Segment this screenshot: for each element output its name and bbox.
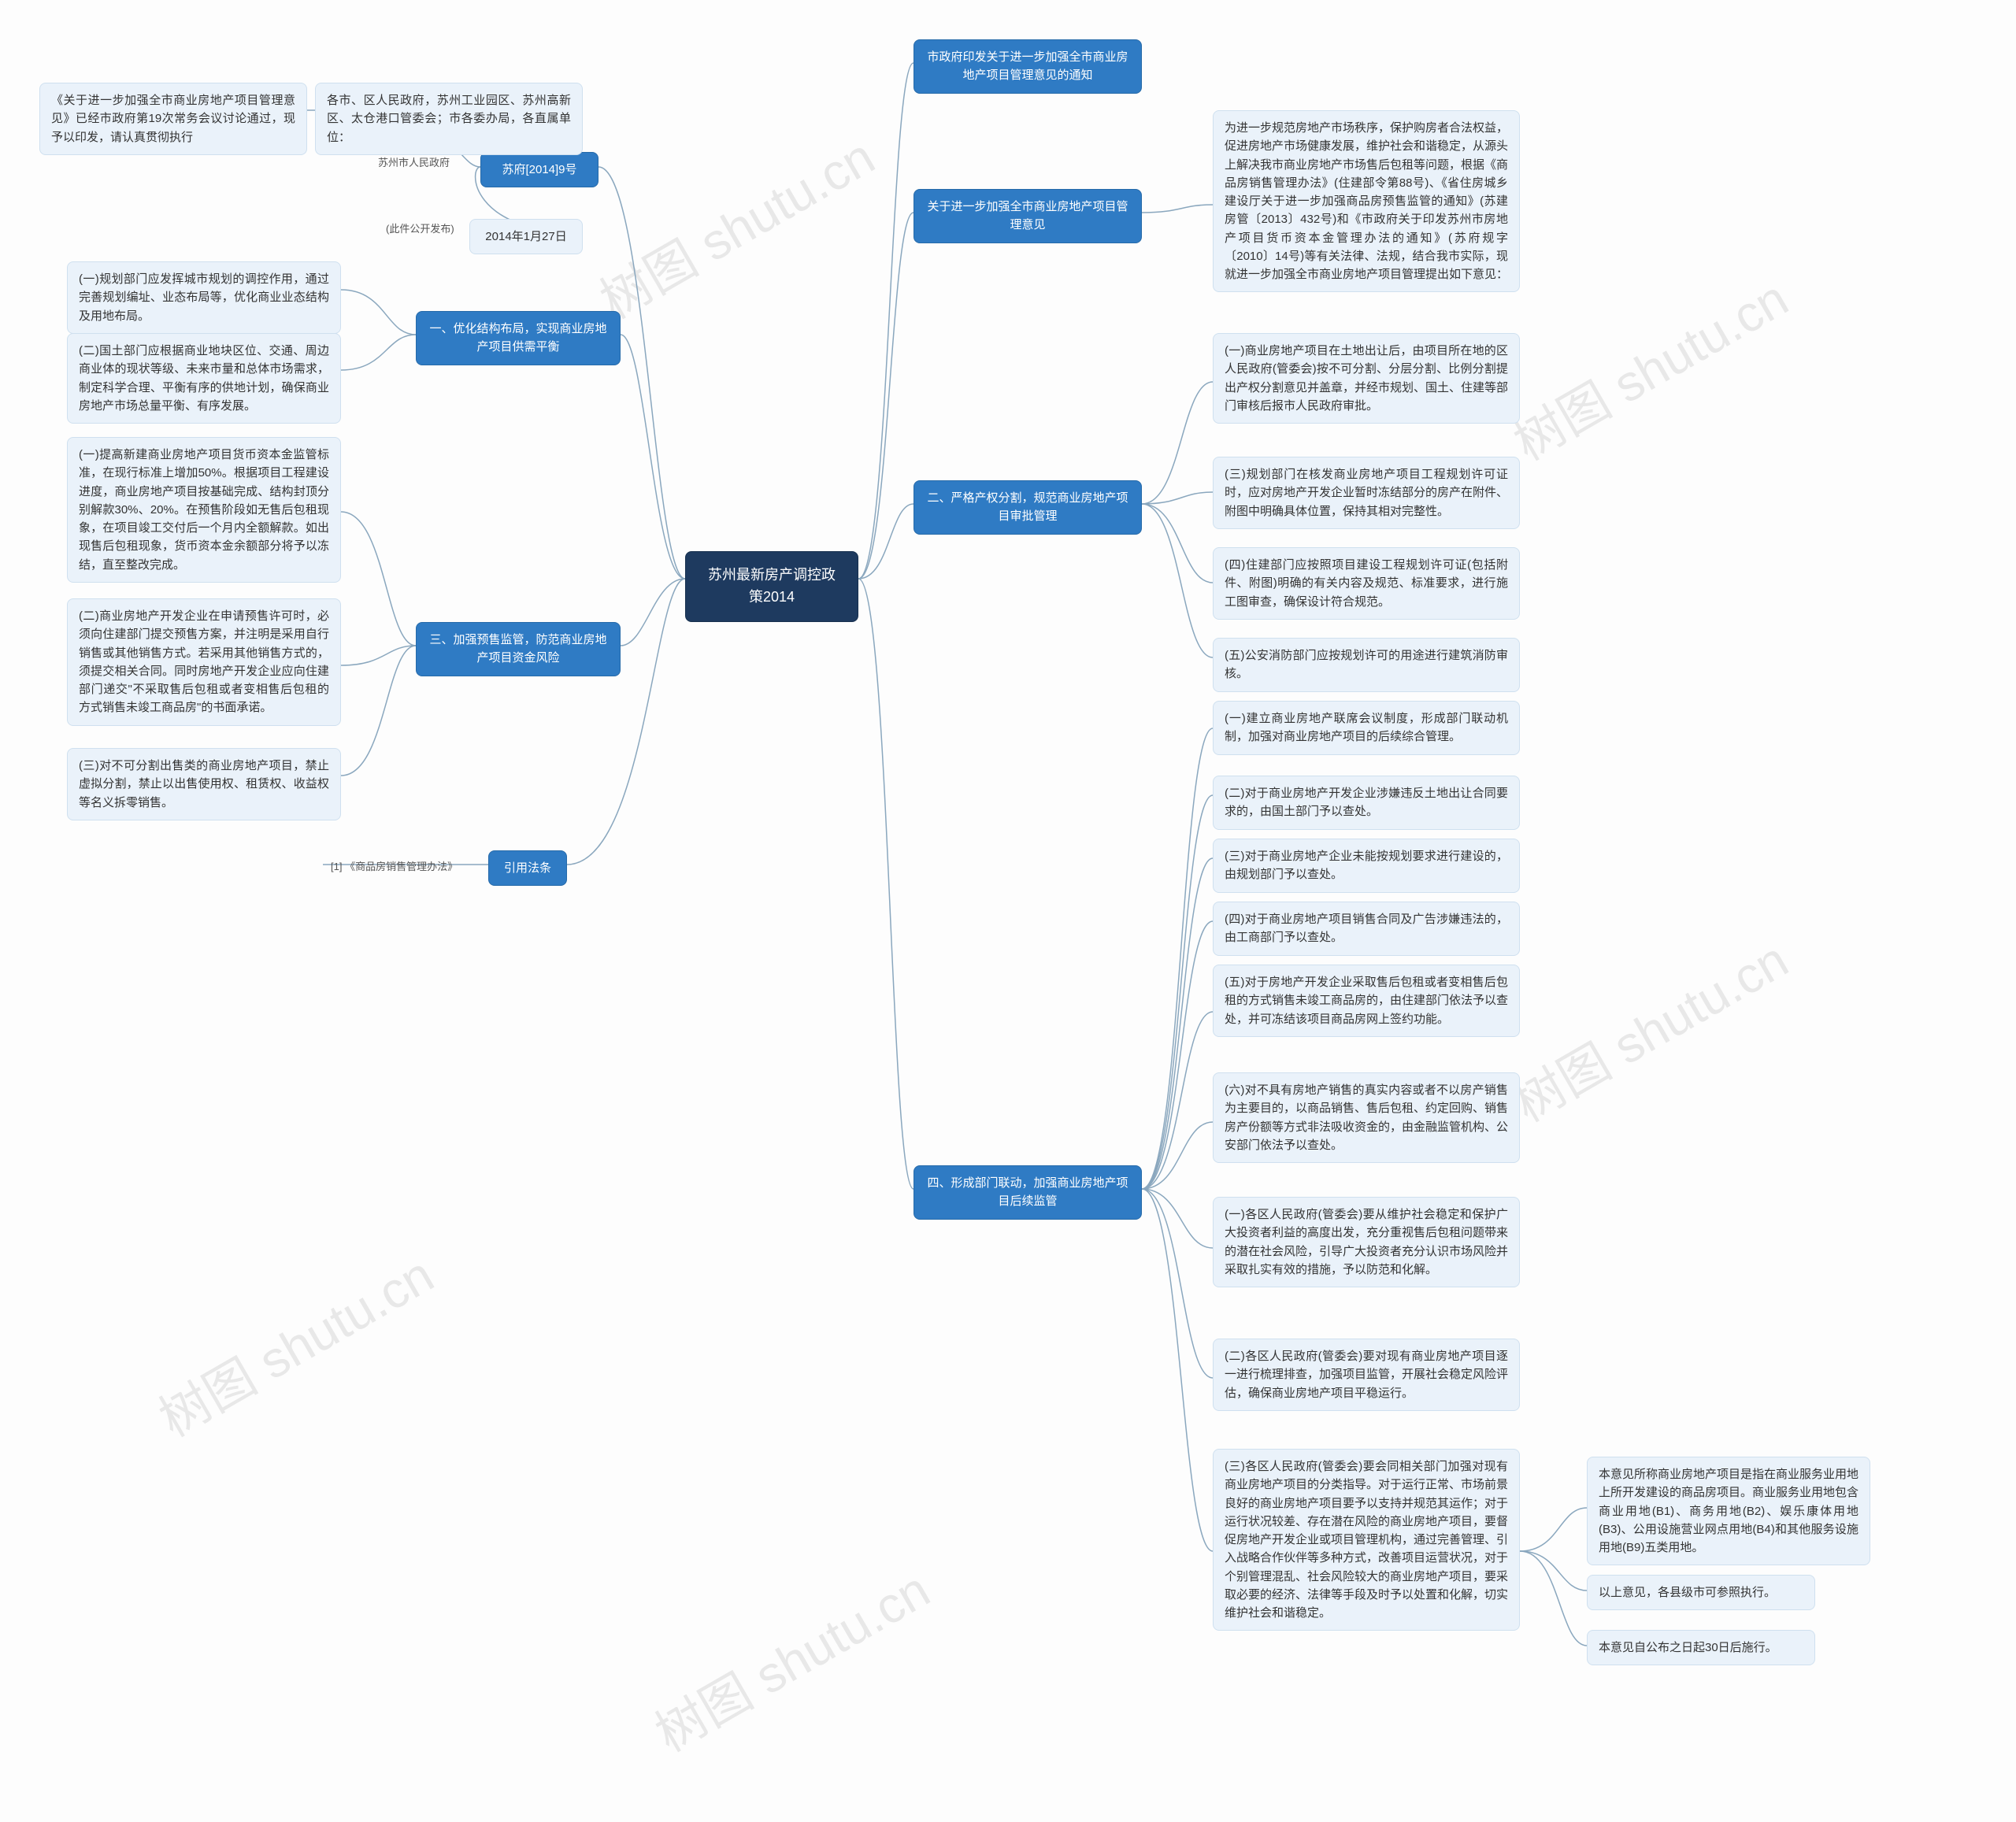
watermark: 树图 shutu.cn <box>640 1550 941 1766</box>
branch-label: 三、加强预售监管，防范商业房地产项目资金风险 <box>429 633 606 665</box>
branch-section-2: 二、严格产权分割，规范商业房地产项目审批管理 <box>914 480 1142 535</box>
branch-label: 引用法条 <box>504 861 551 875</box>
leaf-r3-1: (一)商业房地产项目在土地出让后，由项目所在地的区人民政府(管委会)按不可分割、… <box>1213 333 1520 424</box>
leaf-text: (五)对于房地产开发企业采取售后包租或者变相售后包租的方式销售未竣工商品房的，由… <box>1225 976 1508 1026</box>
leaf-r4-1: (一)建立商业房地产联席会议制度，形成部门联动机制，加强对商业房地产项目的后续综… <box>1213 701 1520 755</box>
leaf-r4-sub3: 本意见自公布之日起30日后施行。 <box>1587 1630 1815 1665</box>
edge-label: (此件公开发布) <box>386 220 454 235</box>
leaf-text: (一)商业房地产项目在土地出让后，由项目所在地的区人民政府(管委会)按不可分割、… <box>1225 344 1508 413</box>
leaf-3-1: (一)提高新建商业房地产项目货币资本金监管标准，在现行标准上增加50%。根据项目… <box>67 437 341 583</box>
leaf-r4-sub1: 本意见所称商业房地产项目是指在商业服务业用地上所开发建设的商品房项目。商业服务业… <box>1587 1457 1870 1565</box>
leaf-text: (二)各区人民政府(管委会)要对现有商业房地产项目逐一进行梳理排查，加强项目监管… <box>1225 1350 1508 1400</box>
leaf-r2-1: 为进一步规范房地产市场秩序，保护购房者合法权益，促进房地产市场健康发展，维护社会… <box>1213 110 1520 292</box>
leaf-text: (四)住建部门应按照项目建设工程规划许可证(包括附件、附图)明确的有关内容及规范… <box>1225 558 1508 609</box>
leaf-3-3: (三)对不可分割出售类的商业房地产项目，禁止虚拟分割，禁止以出售使用权、租赁权、… <box>67 748 341 820</box>
branch-section-3: 三、加强预售监管，防范商业房地产项目资金风险 <box>416 622 621 676</box>
leaf-text: (二)对于商业房地产开发企业涉嫌违反土地出让合同要求的，由国土部门予以查处。 <box>1225 787 1508 818</box>
leaf-text: (三)规划部门在核发商业房地产项目工程规划许可证时，应对房地产开发企业暂时冻结部… <box>1225 468 1508 518</box>
leaf-text: 《关于进一步加强全市商业房地产项目管理意见》已经市政府第19次常务会议讨论通过，… <box>51 94 295 144</box>
root-node: 苏州最新房产调控政策2014 <box>685 551 858 622</box>
leaf-text: (四)对于商业房地产项目销售合同及广告涉嫌违法的，由工商部门予以查处。 <box>1225 913 1508 944</box>
edge-label-citation: [1] 《商品房销售管理办法》 <box>331 858 458 873</box>
leaf-text: 以上意见，各县级市可参照执行。 <box>1599 1586 1776 1599</box>
leaf-text: (三)对于商业房地产企业未能按规划要求进行建设的，由规划部门予以查处。 <box>1225 850 1508 881</box>
leaf-text: 2014年1月27日 <box>485 230 566 243</box>
leaf-text: (二)商业房地产开发企业在申请预售许可时，必须向住建部门提交预售方案，并注明是采… <box>79 609 329 714</box>
branch-opinions: 关于进一步加强全市商业房地产项目管理意见 <box>914 189 1142 243</box>
leaf-r3-3: (四)住建部门应按照项目建设工程规划许可证(包括附件、附图)明确的有关内容及规范… <box>1213 547 1520 620</box>
leaf-r4-8: (二)各区人民政府(管委会)要对现有商业房地产项目逐一进行梳理排查，加强项目监管… <box>1213 1339 1520 1411</box>
leaf-text: 本意见所称商业房地产项目是指在商业服务业用地上所开发建设的商品房项目。商业服务业… <box>1599 1468 1858 1554</box>
leaf-1-1: (一)规划部门应发挥城市规划的调控作用，通过完善规划编址、业态布局等，优化商业业… <box>67 261 341 334</box>
leaf-r4-3: (三)对于商业房地产企业未能按规划要求进行建设的，由规划部门予以查处。 <box>1213 839 1520 893</box>
branch-section-4: 四、形成部门联动，加强商业房地产项目后续监管 <box>914 1165 1142 1220</box>
leaf-text: (一)提高新建商业房地产项目货币资本金监管标准，在现行标准上增加50%。根据项目… <box>79 448 329 572</box>
branch-doc-number: 苏府[2014]9号 <box>480 152 598 187</box>
branch-label: 一、优化结构布局，实现商业房地产项目供需平衡 <box>429 322 606 354</box>
leaf-r3-2: (三)规划部门在核发商业房地产项目工程规划许可证时，应对房地产开发企业暂时冻结部… <box>1213 457 1520 529</box>
leaf-date: 2014年1月27日 <box>469 219 583 254</box>
branch-gov-notice: 市政府印发关于进一步加强全市商业房地产项目管理意见的通知 <box>914 39 1142 94</box>
leaf-text: (二)国土部门应根据商业地块区位、交通、周边商业体的现状等级、未来市量和总体市场… <box>79 344 329 413</box>
leaf-r4-6: (六)对不具有房地产销售的真实内容或者不以房产销售为主要目的，以商品销售、售后包… <box>1213 1072 1520 1163</box>
leaf-text: (一)建立商业房地产联席会议制度，形成部门联动机制，加强对商业房地产项目的后续综… <box>1225 712 1508 743</box>
branch-label: 市政府印发关于进一步加强全市商业房地产项目管理意见的通知 <box>927 50 1128 82</box>
branch-label: 关于进一步加强全市商业房地产项目管理意见 <box>927 200 1128 231</box>
branch-label: 苏府[2014]9号 <box>502 163 576 176</box>
leaf-recipients: 各市、区人民政府，苏州工业园区、苏州高新区、太仓港口管委会；市各委办局，各直属单… <box>315 83 583 155</box>
leaf-3-2: (二)商业房地产开发企业在申请预售许可时，必须向住建部门提交预售方案，并注明是采… <box>67 598 341 726</box>
leaf-r3-4: (五)公安消防部门应按规划许可的用途进行建筑消防审核。 <box>1213 638 1520 692</box>
leaf-notice: 《关于进一步加强全市商业房地产项目管理意见》已经市政府第19次常务会议讨论通过，… <box>39 83 307 155</box>
watermark: 树图 shutu.cn <box>1499 259 1799 475</box>
watermark: 树图 shutu.cn <box>144 1235 445 1451</box>
leaf-text: (六)对不具有房地产销售的真实内容或者不以房产销售为主要目的，以商品销售、售后包… <box>1225 1083 1508 1152</box>
branch-label: 四、形成部门联动，加强商业房地产项目后续监管 <box>927 1176 1128 1208</box>
leaf-text: 各市、区人民政府，苏州工业园区、苏州高新区、太仓港口管委会；市各委办局，各直属单… <box>327 94 571 144</box>
leaf-r4-9: (三)各区人民政府(管委会)要会同相关部门加强对现有商业房地产项目的分类指导。对… <box>1213 1449 1520 1631</box>
leaf-r4-sub2: 以上意见，各县级市可参照执行。 <box>1587 1575 1815 1610</box>
edge-label: 苏州市人民政府 <box>378 154 450 169</box>
leaf-r4-4: (四)对于商业房地产项目销售合同及广告涉嫌违法的，由工商部门予以查处。 <box>1213 902 1520 956</box>
leaf-r4-7: (一)各区人民政府(管委会)要从维护社会稳定和保护广大投资者利益的高度出发，充分… <box>1213 1197 1520 1287</box>
leaf-text: (一)各区人民政府(管委会)要从维护社会稳定和保护广大投资者利益的高度出发，充分… <box>1225 1208 1508 1276</box>
root-title: 苏州最新房产调控政策2014 <box>708 567 836 605</box>
branch-label: 二、严格产权分割，规范商业房地产项目审批管理 <box>927 491 1128 523</box>
branch-section-1: 一、优化结构布局，实现商业房地产项目供需平衡 <box>416 311 621 365</box>
leaf-text: 本意见自公布之日起30日后施行。 <box>1599 1641 1777 1654</box>
leaf-1-2: (二)国土部门应根据商业地块区位、交通、周边商业体的现状等级、未来市量和总体市场… <box>67 333 341 424</box>
watermark: 树图 shutu.cn <box>1499 920 1799 1136</box>
branch-citations: 引用法条 <box>488 850 567 886</box>
leaf-text: (一)规划部门应发挥城市规划的调控作用，通过完善规划编址、业态布局等，优化商业业… <box>79 272 329 323</box>
leaf-text: (三)各区人民政府(管委会)要会同相关部门加强对现有商业房地产项目的分类指导。对… <box>1225 1460 1508 1620</box>
leaf-r4-5: (五)对于房地产开发企业采取售后包租或者变相售后包租的方式销售未竣工商品房的，由… <box>1213 965 1520 1037</box>
leaf-text: (五)公安消防部门应按规划许可的用途进行建筑消防审核。 <box>1225 649 1508 680</box>
watermark: 树图 shutu.cn <box>585 117 886 333</box>
leaf-text: (三)对不可分割出售类的商业房地产项目，禁止虚拟分割，禁止以出售使用权、租赁权、… <box>79 759 329 809</box>
leaf-text: 为进一步规范房地产市场秩序，保护购房者合法权益，促进房地产市场健康发展，维护社会… <box>1225 121 1508 281</box>
leaf-r4-2: (二)对于商业房地产开发企业涉嫌违反土地出让合同要求的，由国土部门予以查处。 <box>1213 776 1520 830</box>
